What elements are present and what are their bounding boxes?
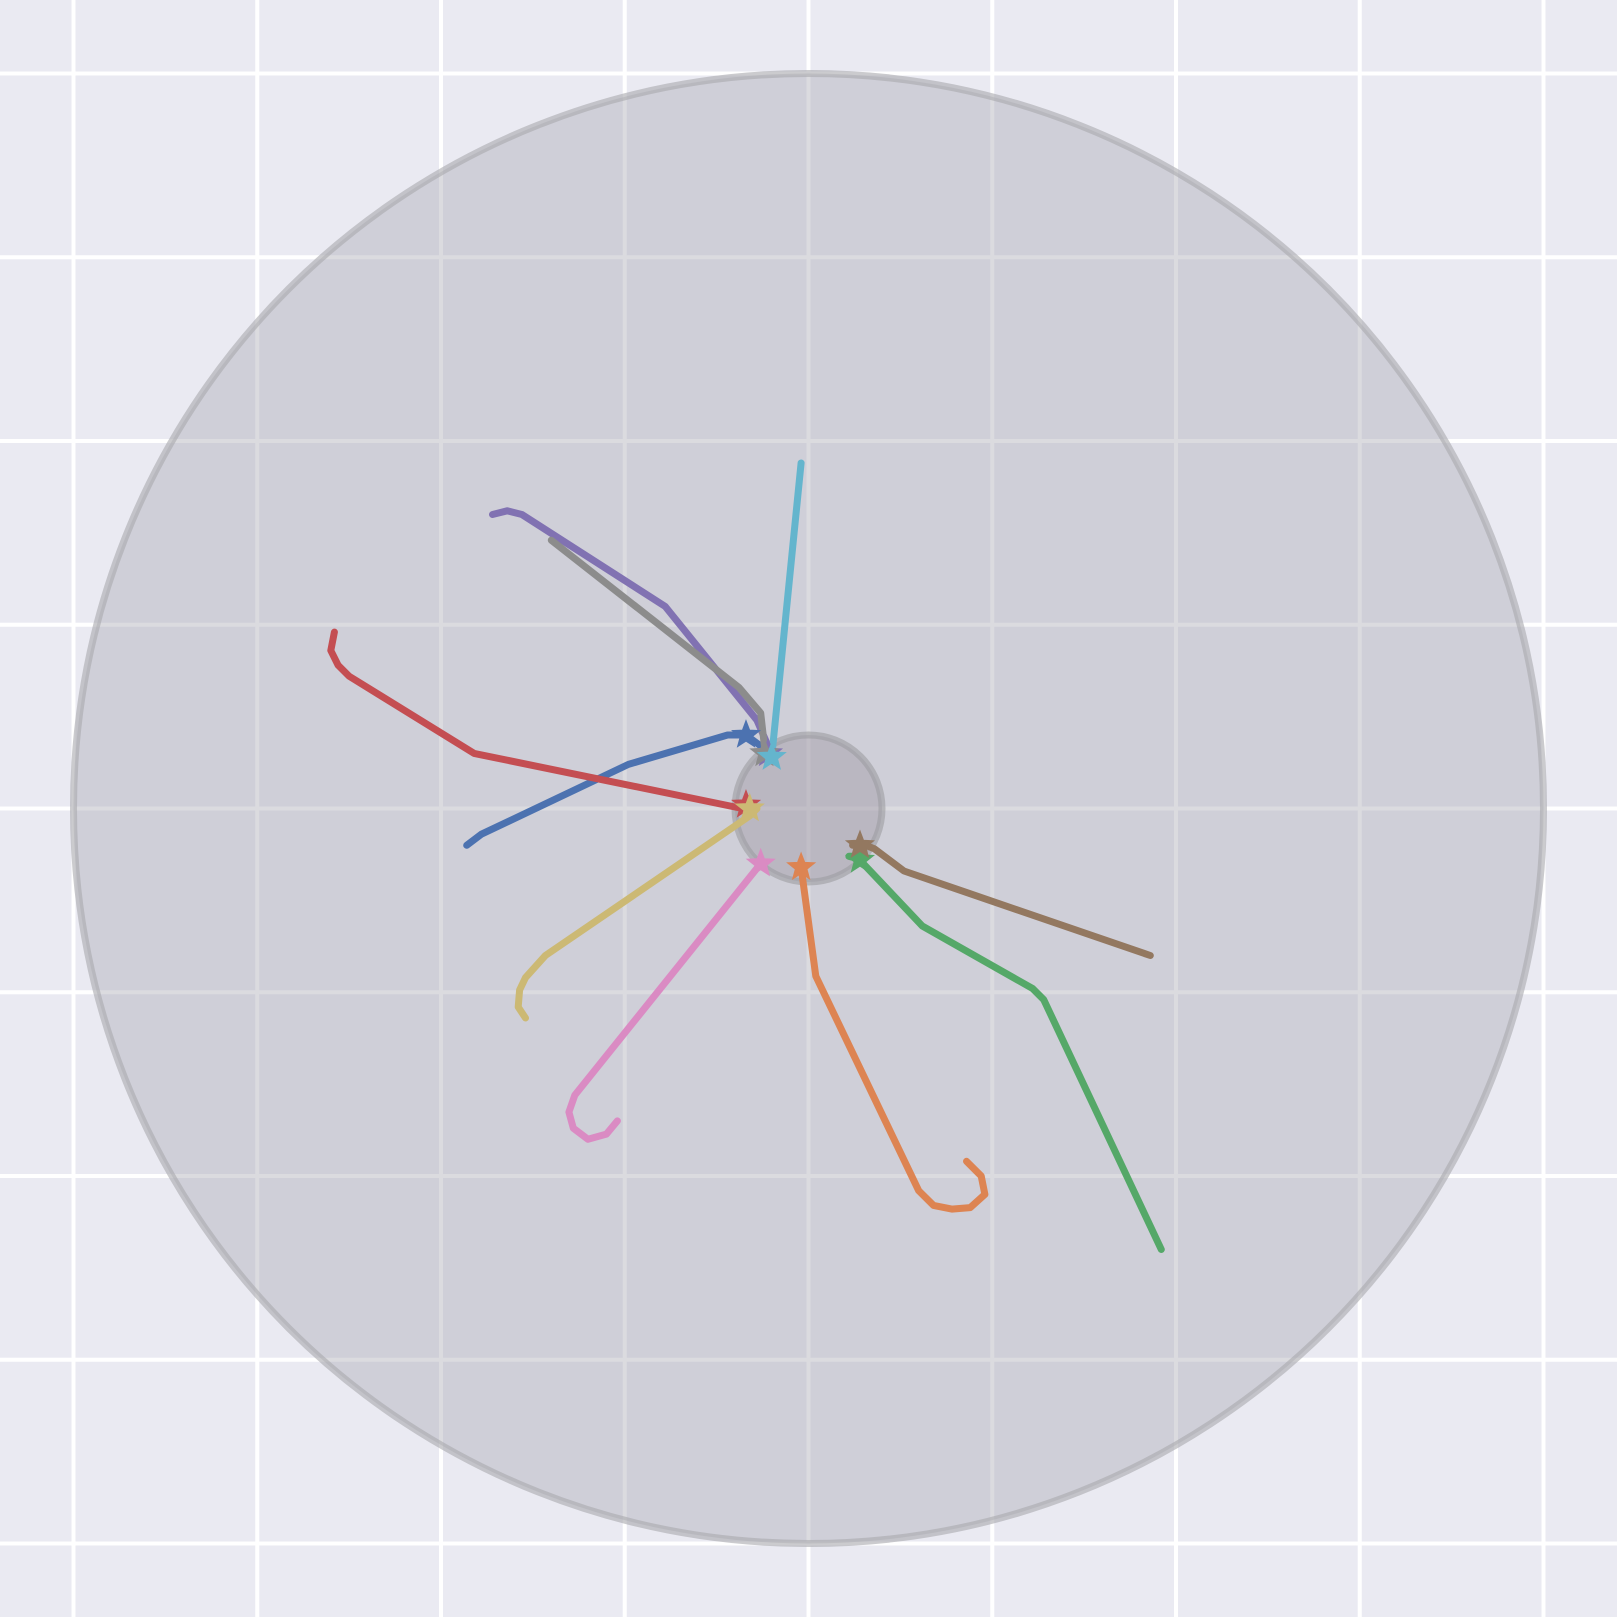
trajectories (327, 459, 1165, 1253)
trajectory-2 (797, 863, 989, 1213)
start-marker-3 (844, 844, 875, 873)
start-marker-1 (731, 719, 762, 748)
start-marker-2 (786, 851, 817, 881)
trajectory-8 (547, 536, 768, 750)
start-marker-10 (756, 741, 787, 770)
trajectory-7 (565, 860, 765, 1143)
zones (70, 70, 1547, 1547)
start-marker-9 (734, 792, 765, 822)
start-marker-7 (745, 847, 776, 877)
trajectory-9 (514, 805, 761, 1022)
start-marker-6 (844, 829, 875, 859)
arena-circle (70, 70, 1547, 1547)
trajectory-10 (768, 459, 805, 761)
